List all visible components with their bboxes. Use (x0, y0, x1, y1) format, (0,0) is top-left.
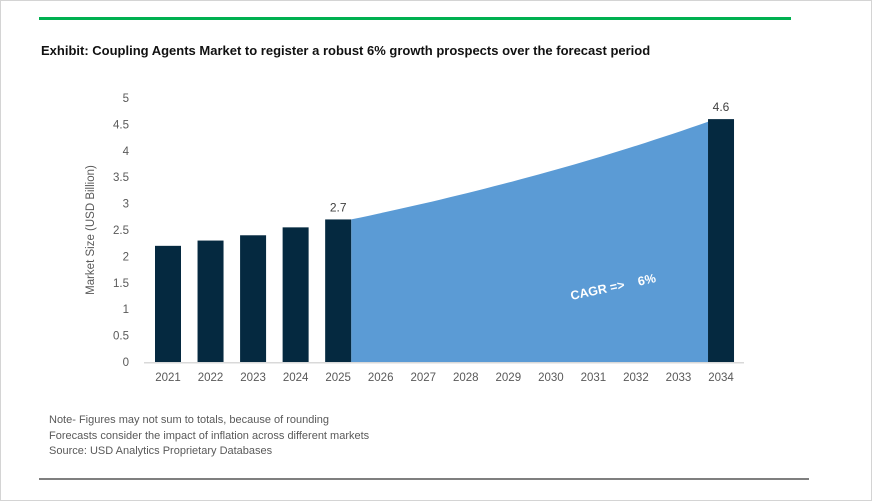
x-tick-label: 2024 (283, 372, 309, 384)
bar-2022 (197, 240, 224, 362)
y-tick-label: 5 (123, 93, 129, 105)
x-tick-label: 2030 (538, 372, 564, 384)
top-accent-rule (39, 17, 791, 20)
y-tick-label: 3 (123, 199, 129, 211)
x-tick-label: 2029 (496, 372, 522, 384)
bar-2021 (155, 245, 181, 362)
x-tick-label: 2028 (453, 372, 479, 384)
y-tick-label: 1.5 (113, 278, 129, 290)
y-tick-label: 4 (123, 146, 130, 158)
footnotes: Note- Figures may not sum to totals, bec… (49, 413, 569, 460)
bar-2024 (282, 227, 309, 362)
x-tick-label: 2021 (155, 372, 181, 384)
data-label-2034: 4.6 (713, 100, 730, 114)
market-size-chart: 0 0.5 1 1.5 2 2.5 3 3.5 4 4.5 5 Market Size (USD Bi… (85, 93, 744, 384)
chart-title: Exhibit: Coupling Agents Market to regis… (41, 43, 651, 58)
forecast-area (351, 121, 709, 362)
footer-rule (39, 478, 809, 480)
bar-2034 (708, 119, 735, 363)
note-line-3: Source: USD Analytics Proprietary Databa… (49, 445, 273, 457)
y-tick-label: 2 (123, 251, 129, 263)
bar-2025 (325, 219, 352, 362)
x-tick-label: 2022 (198, 372, 224, 384)
y-tick-label: 0.5 (113, 331, 129, 343)
note-line-1: Note- Figures may not sum to totals, bec… (49, 414, 330, 426)
x-tick-label: 2027 (410, 372, 436, 384)
data-label-2025: 2.7 (330, 200, 347, 214)
x-tick-label: 2023 (240, 372, 266, 384)
x-axis-line (144, 362, 744, 364)
y-axis-title: Market Size (USD Billion) (85, 165, 97, 295)
y-tick-label: 1 (123, 304, 129, 316)
bar-2023 (240, 235, 267, 362)
y-tick-label: 0 (123, 357, 129, 369)
x-tick-label: 2033 (666, 372, 692, 384)
y-tick-label: 3.5 (113, 172, 129, 184)
x-tick-label: 2031 (581, 372, 607, 384)
y-tick-label: 2.5 (113, 225, 129, 237)
note-line-2: Forecasts consider the impact of inflati… (49, 429, 370, 442)
y-tick-label: 4.5 (113, 119, 129, 131)
x-tick-label: 2026 (368, 372, 394, 384)
x-tick-label: 2034 (708, 372, 734, 384)
x-tick-label: 2032 (623, 372, 649, 384)
x-tick-label: 2025 (325, 372, 351, 384)
